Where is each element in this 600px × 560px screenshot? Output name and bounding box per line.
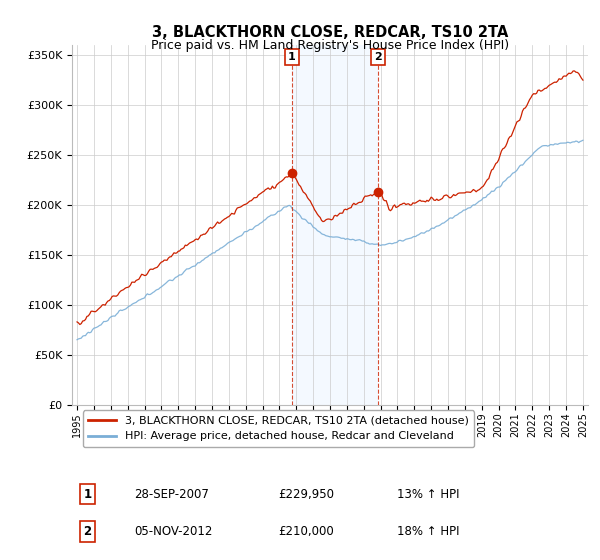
Text: 2: 2	[374, 52, 382, 62]
Legend: 3, BLACKTHORN CLOSE, REDCAR, TS10 2TA (detached house), HPI: Average price, deta: 3, BLACKTHORN CLOSE, REDCAR, TS10 2TA (d…	[83, 410, 475, 447]
Text: 18% ↑ HPI: 18% ↑ HPI	[397, 525, 460, 538]
Bar	[292, 45, 378, 405]
Text: Price paid vs. HM Land Registry's House Price Index (HPI): Price paid vs. HM Land Registry's House …	[151, 39, 509, 52]
Text: 05-NOV-2012: 05-NOV-2012	[134, 525, 212, 538]
Text: 2: 2	[83, 525, 92, 538]
Text: 28-SEP-2007: 28-SEP-2007	[134, 488, 209, 501]
Text: 1: 1	[83, 488, 92, 501]
Text: £210,000: £210,000	[278, 525, 334, 538]
Text: 13% ↑ HPI: 13% ↑ HPI	[397, 488, 460, 501]
Text: 1: 1	[288, 52, 296, 62]
Text: £229,950: £229,950	[278, 488, 334, 501]
Text: 3, BLACKTHORN CLOSE, REDCAR, TS10 2TA: 3, BLACKTHORN CLOSE, REDCAR, TS10 2TA	[152, 25, 508, 40]
